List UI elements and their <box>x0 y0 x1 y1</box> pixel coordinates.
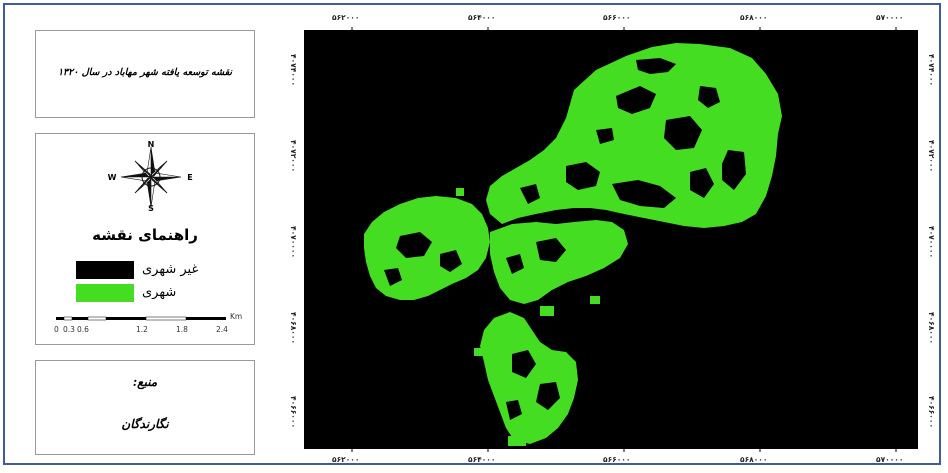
source-value: نگارندگان <box>121 417 169 431</box>
x-tick-top: ۵۶۸۰۰۰ <box>740 13 768 22</box>
x-tick-top: ۵۷۰۰۰۰ <box>876 13 904 22</box>
scale-unit: Km <box>230 312 242 321</box>
urban-area-south <box>480 312 578 444</box>
compass-e: E <box>187 173 192 182</box>
legend-label-non-urban: غیر شهری <box>142 262 199 277</box>
hole <box>512 350 536 378</box>
hole <box>690 168 714 198</box>
hole <box>698 86 720 108</box>
title-box: نقشه توسعه یافته شهر مهاباد در سال ۱۳۲۰ <box>35 30 255 118</box>
hole <box>566 162 600 190</box>
y-tick-right: ۴۰۶۸۰۰۰ <box>927 312 936 345</box>
hole <box>536 238 566 262</box>
y-tick-right: ۴۰۷۰۰۰۰ <box>927 226 936 259</box>
y-tick-left: ۴۰۷۴۰۰۰ <box>289 54 298 87</box>
x-tick-bottom: ۵۶۶۰۰۰ <box>603 455 631 464</box>
scale-tick-0: 0 <box>54 325 59 334</box>
x-tick-top: ۵۶۴۰۰۰ <box>468 13 496 22</box>
map-title: نقشه توسعه یافته شهر مهاباد در سال ۱۳۲۰ <box>57 67 233 78</box>
hole <box>636 58 676 74</box>
legend-swatch-urban <box>76 284 134 302</box>
x-tick-top: ۵۶۶۰۰۰ <box>603 13 631 22</box>
legend-title: راهنمای نقشه <box>92 226 198 244</box>
source-label: منبع: <box>132 375 158 389</box>
hole <box>664 116 702 150</box>
x-tick-bottom: ۵۶۴۰۰۰ <box>468 455 496 464</box>
scale-tick-2: 0.6 <box>77 325 89 334</box>
urban-patch <box>474 348 484 356</box>
hole <box>616 86 656 114</box>
hole <box>520 184 540 204</box>
source-box: منبع: نگارندگان <box>35 360 255 455</box>
compass-n: N <box>148 140 155 149</box>
scale-tick-1: 0.3 <box>63 325 75 334</box>
hole <box>384 268 402 286</box>
x-tick-bottom: ۵۶۸۰۰۰ <box>740 455 768 464</box>
y-tick-left: ۴۰۷۲۰۰۰ <box>289 140 298 173</box>
legend-label-urban: شهری <box>142 285 177 300</box>
y-tick-left: ۴۰۶۸۰۰۰ <box>289 312 298 345</box>
hole <box>722 150 746 190</box>
x-tick-top: ۵۶۲۰۰۰ <box>332 13 360 22</box>
scale-tick-3: 1.2 <box>136 325 148 334</box>
y-tick-right: ۴۰۶۶۰۰۰ <box>927 396 936 429</box>
hole <box>506 400 522 420</box>
urban-patch <box>508 436 526 446</box>
hole <box>612 180 676 208</box>
graticule-ticks <box>351 27 897 452</box>
y-tick-left: ۴۰۷۰۰۰۰ <box>289 226 298 259</box>
urban-patch <box>590 296 600 304</box>
hole <box>536 382 560 410</box>
compass-w: W <box>108 173 117 182</box>
non-urban-patches <box>384 58 746 420</box>
urban-area-central <box>490 220 628 304</box>
urban-patch <box>456 188 464 196</box>
legend-box: N S E W راهنمای نقشه غیر شهری شهری Km 0 … <box>35 133 255 345</box>
urban-patch <box>600 74 612 82</box>
scale-bar: Km 0 0.3 0.6 1.2 1.8 2.4 <box>54 312 242 334</box>
hole <box>506 254 524 274</box>
scale-tick-5: 2.4 <box>216 325 228 334</box>
hole <box>396 232 432 258</box>
hole <box>440 250 462 272</box>
y-tick-right: ۴۰۷۴۰۰۰ <box>927 54 936 87</box>
compass-s: S <box>148 204 154 211</box>
hole <box>596 128 614 144</box>
scale-tick-4: 1.8 <box>176 325 188 334</box>
urban-patch <box>540 306 554 316</box>
y-tick-left: ۴۰۶۶۰۰۰ <box>289 396 298 429</box>
x-tick-bottom: ۵۷۰۰۰۰ <box>876 455 904 464</box>
x-tick-bottom: ۵۶۲۰۰۰ <box>332 455 360 464</box>
legend-swatch-non-urban <box>76 261 134 279</box>
north-arrow-compass-icon: N S E W <box>108 140 193 211</box>
y-tick-right: ۴۰۷۲۰۰۰ <box>927 140 936 173</box>
